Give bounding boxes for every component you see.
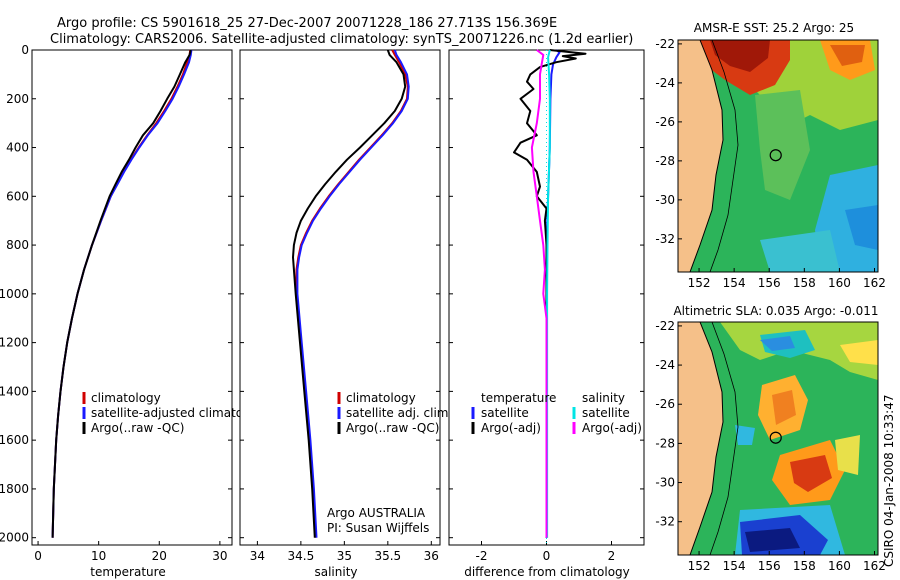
sst-ytick-label: -28 <box>655 154 675 168</box>
sst-xtick-label: 152 <box>688 276 711 290</box>
salinity-legend: climatology satellite adj. clim. Argo(..… <box>337 391 452 435</box>
sla-ytick-label: -22 <box>655 319 675 333</box>
legend-label-sal-argo: Argo(-adj) <box>582 421 642 435</box>
sst-xtick-label: 154 <box>723 276 746 290</box>
legend-title-salinity: salinity <box>582 391 625 405</box>
sst-xtick-label: 160 <box>828 276 851 290</box>
salinity-line-argo-raw-qc- <box>292 49 407 538</box>
salinity-axes-box <box>239 49 441 546</box>
sst-xtick-label: 158 <box>793 276 816 290</box>
temperature-ytick-label: 400 <box>6 141 29 155</box>
sst-map-title: AMSR-E SST: 25.2 Argo: 25 <box>694 21 854 35</box>
difference-xtick-label: -2 <box>476 549 488 563</box>
sla-xtick-label: 158 <box>793 559 816 573</box>
sst-xtick-label: 156 <box>758 276 781 290</box>
sst-xtick-label: 162 <box>863 276 886 290</box>
temperature-xtick-label: 30 <box>212 549 227 563</box>
salinity-xtick-label: 35.5 <box>374 549 401 563</box>
sla-xtick-label: 152 <box>688 559 711 573</box>
salinity-xtick-label: 34.5 <box>288 549 315 563</box>
temperature-ytick-label: 1200 <box>0 336 29 350</box>
temperature-ytick-label: 2000 <box>0 531 29 545</box>
salinity-xtick-label: 36 <box>424 549 439 563</box>
legend-label-sal-satellite: satellite <box>582 406 630 420</box>
sst-ytick-label: -22 <box>655 37 675 51</box>
difference-line-temperature-argo-adj- <box>513 49 587 538</box>
temperature-ytick-label: 1800 <box>0 482 29 496</box>
sla-ytick-label: -26 <box>655 397 675 411</box>
difference-panel: -2 0 2 difference from climatology tempera… <box>448 49 645 579</box>
legend-label-climatology: climatology <box>346 391 416 405</box>
legend-label-satellite: satellite adj. clim. <box>346 406 452 420</box>
sla-ytick-label: -32 <box>655 515 675 529</box>
sla-map-frame <box>677 321 879 556</box>
sst-map-frame <box>677 39 879 273</box>
sst-ytick-label: -30 <box>655 193 675 207</box>
sla-land <box>678 322 723 555</box>
sst-argo-marker <box>769 149 782 162</box>
timestamp-label: CSIRO 04-Jan-2008 10:33:47 <box>882 395 896 567</box>
temperature-panel: 0 10 20 30 0 200 400 600 800 1000 1200 1400 1600 1800… <box>0 43 269 579</box>
temperature-ytick-label: 200 <box>6 92 29 106</box>
pi-label: PI: Susan Wijffels <box>327 521 429 535</box>
title-line-2: Climatology: CARS2006. Satellite-adjuste… <box>50 32 633 47</box>
salinity-line-satellite-adj-clim- <box>296 49 410 538</box>
temperature-ytick-label: 1000 <box>0 287 29 301</box>
salinity-xtick-label: 34 <box>250 549 265 563</box>
sla-ytick-label: -30 <box>655 476 675 490</box>
sla-xtick-label: 160 <box>828 559 851 573</box>
salinity-xtick-label: 35 <box>337 549 352 563</box>
legend-label-temp-argo: Argo(-adj) <box>481 421 541 435</box>
difference-xtick-label: 0 <box>543 549 551 563</box>
sla-xtick-label: 156 <box>758 559 781 573</box>
temperature-ytick-label: 1600 <box>0 433 29 447</box>
sst-coastline <box>689 40 724 272</box>
legend-title-temperature: temperature <box>481 391 556 405</box>
sla-argo-marker <box>769 431 782 444</box>
difference-xtick-label: 2 <box>608 549 616 563</box>
difference-xlabel: difference from climatology <box>464 565 630 579</box>
sla-ytick-label: -24 <box>655 358 675 372</box>
temperature-xtick-label: 10 <box>91 549 106 563</box>
sst-ytick-label: -32 <box>655 232 675 246</box>
salinity-xlabel: salinity <box>314 565 357 579</box>
sla-map-panel: Altimetric SLA: 0.035 Argo: -0.011 152 15… <box>655 304 886 573</box>
difference-legend: temperature satellite Argo(-adj) salinit… <box>471 391 642 435</box>
temperature-xlabel: temperature <box>90 565 165 579</box>
legend-label-argo: Argo(..raw -QC) <box>91 421 184 435</box>
sla-coastline <box>689 322 724 555</box>
difference-line-salinity-argo-adj- <box>530 49 548 538</box>
temperature-axes-box <box>31 49 233 546</box>
sst-isobath <box>709 40 739 272</box>
legend-label-temp-satellite: satellite <box>481 406 529 420</box>
sst-ytick-label: -24 <box>655 76 675 90</box>
sla-xtick-label: 162 <box>863 559 886 573</box>
sla-isobath <box>709 322 739 555</box>
org-label: Argo AUSTRALIA <box>327 506 426 520</box>
temperature-ytick-label: 800 <box>6 238 29 252</box>
temperature-legend: climatology satellite-adjusted climatolo… <box>82 391 269 435</box>
temperature-ytick-label: 0 <box>21 43 29 57</box>
temperature-line-argo-raw-qc- <box>51 49 192 538</box>
legend-label-climatology: climatology <box>91 391 161 405</box>
legend-label-satellite: satellite-adjusted climatology <box>91 406 269 420</box>
sla-map-title: Altimetric SLA: 0.035 Argo: -0.011 <box>673 304 878 318</box>
sla-ytick-label: -28 <box>655 436 675 450</box>
temperature-xtick-label: 0 <box>34 549 42 563</box>
sst-land <box>678 40 723 272</box>
temperature-xtick-label: 20 <box>152 549 167 563</box>
salinity-panel: 34 34.5 35 35.5 36 salinity climatology sate… <box>239 49 452 579</box>
title-line-1: Argo profile: CS 5901618_25 27-Dec-2007 … <box>57 16 557 31</box>
sst-ytick-label: -26 <box>655 115 675 129</box>
temperature-ytick-label: 600 <box>6 189 29 203</box>
sst-field <box>678 40 878 272</box>
sla-xtick-label: 154 <box>723 559 746 573</box>
sla-field <box>678 322 878 555</box>
temperature-ytick-label: 1400 <box>0 384 29 398</box>
sst-map-panel: AMSR-E SST: 25.2 Argo: 25 152 154 156 158 16… <box>655 21 886 290</box>
legend-label-argo: Argo(..raw -QC) <box>346 421 439 435</box>
